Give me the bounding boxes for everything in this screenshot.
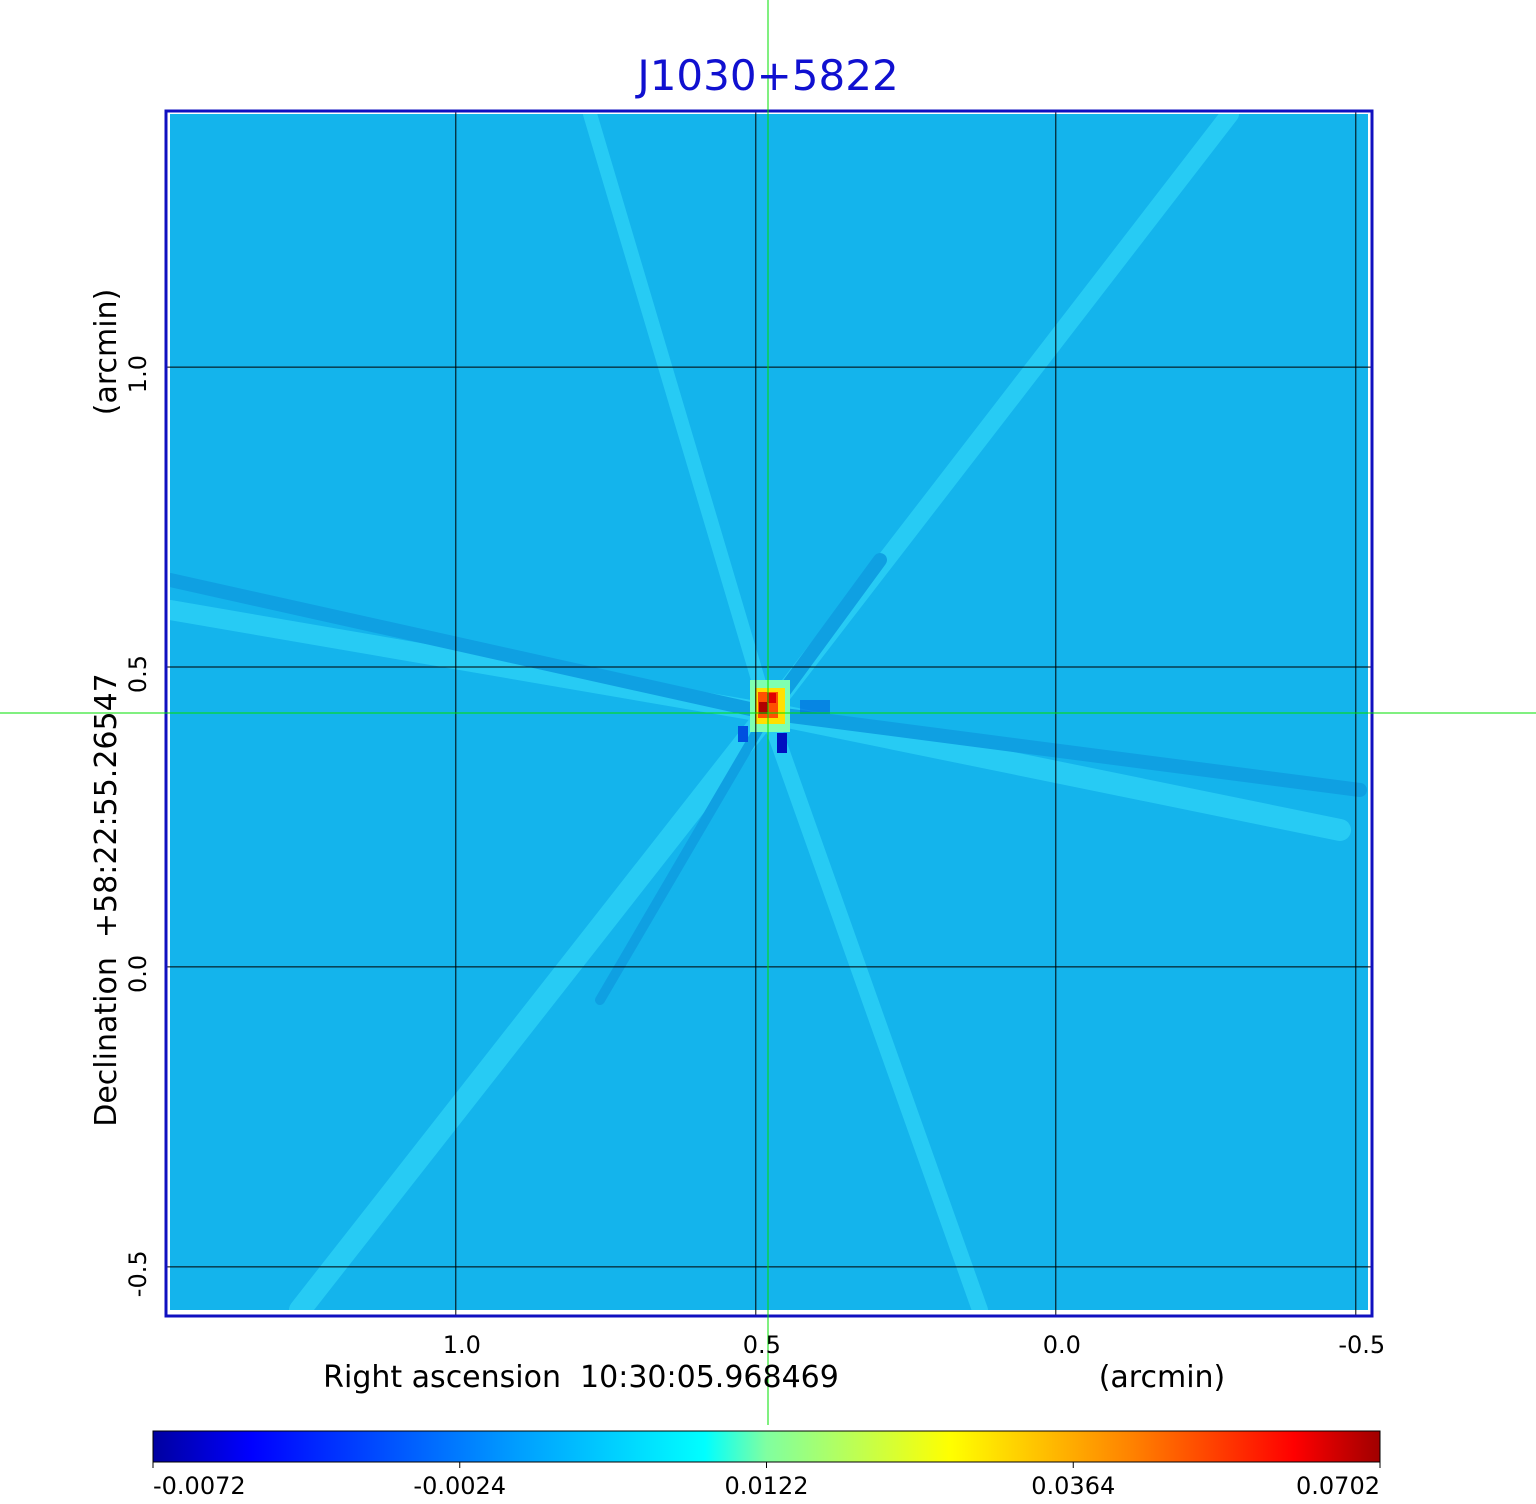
colorbar-tick-label: -0.0072 xyxy=(153,1472,246,1500)
x-tick-label: -0.5 xyxy=(1338,1331,1385,1359)
x-tick-label: 0.0 xyxy=(1043,1331,1081,1359)
colorbar-tick-label: 0.0702 xyxy=(1296,1472,1380,1500)
x-axis-label: Right ascension 10:30:05.968469 xyxy=(323,1360,839,1395)
colorbar-tick-label: -0.0024 xyxy=(413,1472,506,1500)
x-axis-unit: (arcmin) xyxy=(1099,1360,1226,1395)
colorbar xyxy=(152,1430,1381,1463)
colorbar-tick-label: 0.0364 xyxy=(1031,1472,1115,1500)
y-axis-label: Declination +58:22:55.26547 xyxy=(89,673,124,1127)
x-tick-label: 1.0 xyxy=(443,1331,481,1359)
x-tick-label: 0.5 xyxy=(743,1331,781,1359)
y-axis-unit: (arcmin) xyxy=(89,289,124,416)
y-tick-label: 1.0 xyxy=(124,355,152,393)
y-tick-label: -0.5 xyxy=(124,1250,152,1297)
y-tick-label: 0.5 xyxy=(124,655,152,693)
chart-title: J1030+5822 xyxy=(634,51,898,100)
y-tick-label: 0.0 xyxy=(124,955,152,993)
colorbar-tick-label: 0.0122 xyxy=(725,1472,809,1500)
